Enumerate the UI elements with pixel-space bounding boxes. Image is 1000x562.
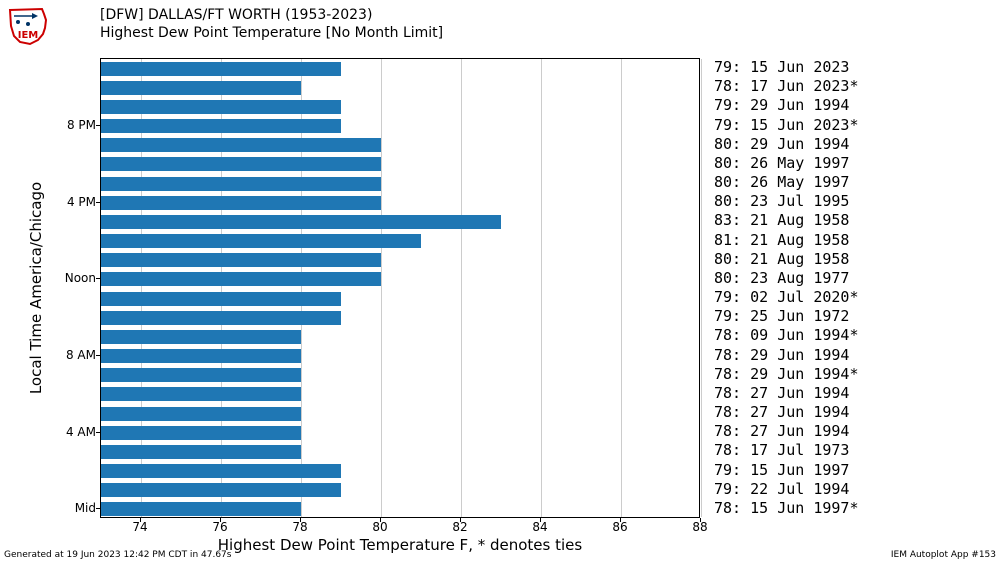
y-tick xyxy=(96,202,100,203)
bar xyxy=(101,253,381,267)
y-axis-label: Local Time America/Chicago xyxy=(27,182,45,394)
x-tick-label: 88 xyxy=(692,520,707,534)
x-tick-label: 76 xyxy=(212,520,227,534)
x-tick-label: 82 xyxy=(452,520,467,534)
bar xyxy=(101,215,501,229)
bar xyxy=(101,445,301,459)
bar xyxy=(101,272,381,286)
bar xyxy=(101,387,301,401)
y-tick xyxy=(96,125,100,126)
bar xyxy=(101,234,421,248)
y-tick-label: 8 AM xyxy=(66,348,96,362)
iowa-outline-icon: IEM xyxy=(6,4,50,48)
bar xyxy=(101,138,381,152)
x-tick-label: 80 xyxy=(372,520,387,534)
gridline-v xyxy=(621,59,622,517)
bar xyxy=(101,177,381,191)
title-line-2: Highest Dew Point Temperature [No Month … xyxy=(100,24,443,42)
iem-logo: IEM xyxy=(6,4,50,48)
gridline-v xyxy=(541,59,542,517)
gridline-v xyxy=(701,59,702,517)
bar xyxy=(101,292,341,306)
bar xyxy=(101,407,301,421)
y-tick xyxy=(96,432,100,433)
chart-title: [DFW] DALLAS/FT WORTH (1953-2023) Highes… xyxy=(100,6,443,42)
gridline-v xyxy=(461,59,462,517)
bar xyxy=(101,62,341,76)
bar xyxy=(101,196,381,210)
y-tick xyxy=(96,278,100,279)
y-tick-label: Noon xyxy=(65,271,96,285)
title-line-1: [DFW] DALLAS/FT WORTH (1953-2023) xyxy=(100,6,443,24)
footer-appid: IEM Autoplot App #153 xyxy=(891,550,996,560)
bar xyxy=(101,311,341,325)
y-tick xyxy=(96,355,100,356)
bar xyxy=(101,349,301,363)
y-tick xyxy=(96,508,100,509)
gridline-v xyxy=(381,59,382,517)
bar xyxy=(101,464,341,478)
bar xyxy=(101,426,301,440)
y-tick-label: Mid xyxy=(75,501,96,515)
bar xyxy=(101,330,301,344)
x-tick-label: 86 xyxy=(612,520,627,534)
x-tick-label: 78 xyxy=(292,520,307,534)
y-tick-label: 4 AM xyxy=(66,425,96,439)
bar xyxy=(101,119,341,133)
bar xyxy=(101,100,341,114)
plot-area xyxy=(100,58,700,518)
logo-text: IEM xyxy=(18,30,39,41)
y-tick-label: 4 PM xyxy=(67,195,96,209)
bar xyxy=(101,81,301,95)
bar xyxy=(101,483,341,497)
y-tick-label: 8 PM xyxy=(67,118,96,132)
footer-generated: Generated at 19 Jun 2023 12:42 PM CDT in… xyxy=(4,550,231,560)
x-tick-label: 84 xyxy=(532,520,547,534)
data-value-list: 79: 15 Jun 2023 78: 17 Jun 2023* 79: 29 … xyxy=(714,58,994,518)
bar xyxy=(101,502,301,516)
bar xyxy=(101,157,381,171)
x-tick-label: 74 xyxy=(132,520,147,534)
bar xyxy=(101,368,301,382)
